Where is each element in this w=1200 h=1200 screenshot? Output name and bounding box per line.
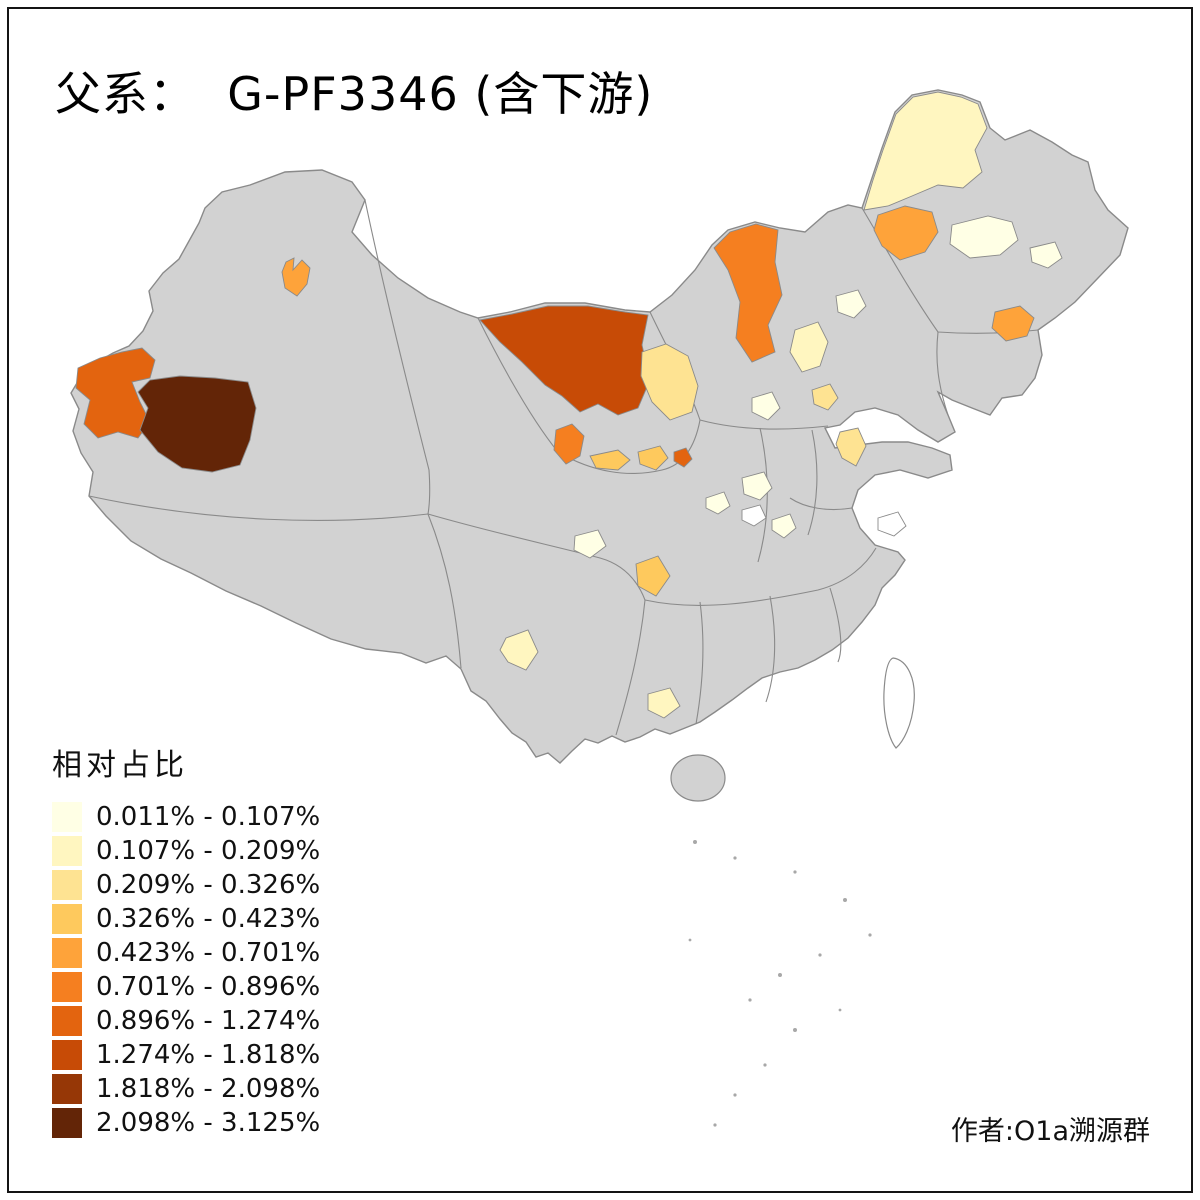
legend-swatch [52,870,82,900]
author-credit: 作者:O1a溯源群 [950,1116,1150,1147]
legend-item: 1.818% - 2.098% [52,1072,320,1106]
region-west-inner-mongolia-dark [479,305,651,416]
legend-item: 0.701% - 0.896% [52,970,320,1004]
region-gansu-corridor [640,343,699,421]
legend-label: 0.326% - 0.423% [96,904,321,934]
region-ne-cream-2 [1029,241,1063,269]
legend-label: 1.274% - 1.818% [96,1040,321,1070]
region-east-inner-mongolia [873,205,939,261]
region-nodata-white-2 [877,511,907,537]
legend-item: 0.107% - 0.209% [52,834,320,868]
legend-item: 2.098% - 3.125% [52,1106,320,1140]
region-xining-orange [553,423,585,465]
region-hubei-cream [771,513,797,539]
legend-item: 1.274% - 1.818% [52,1038,320,1072]
legend-label: 0.423% - 0.701% [96,938,321,968]
region-gansu-strip-2 [637,445,669,471]
legend-item: 0.011% - 0.107% [52,800,320,834]
page-title: 父系： G-PF3346 (含下游) [55,67,654,121]
taiwan-island [883,657,915,749]
legend-label: 0.011% - 0.107% [96,802,321,832]
region-central-inner-mongolia-band [713,223,783,363]
legend-title: 相对占比 [52,748,188,783]
region-shaanxi-cream [751,391,781,421]
region-gansu-strip-1 [589,449,631,471]
region-henan-cream-2 [705,491,731,515]
region-chongqing [635,555,671,597]
legend-label: 0.701% - 0.896% [96,972,321,1002]
china-mainland-outline [70,89,1129,764]
legend-swatch [52,802,82,832]
legend-label: 0.209% - 0.326% [96,870,321,900]
legend-swatch [52,938,82,968]
region-nodata-white-1 [741,504,767,527]
shaded-regions [75,91,1063,719]
region-yunnan-1 [499,629,539,671]
region-hotan-darkest [137,375,257,473]
region-far-northeast-pale [863,91,988,211]
legend-swatch [52,1040,82,1070]
hainan-island [670,754,726,802]
region-hebei-cream [835,289,867,319]
legend-item: 0.326% - 0.423% [52,902,320,936]
legend-swatch [52,1108,82,1138]
region-yunnan-2 [647,687,681,719]
legend-item: 0.209% - 0.326% [52,868,320,902]
region-ne-cream-1 [949,215,1019,259]
legend-label: 0.896% - 1.274% [96,1006,321,1036]
region-henan-cream-1 [741,471,773,501]
legend-item: 0.423% - 0.701% [52,936,320,970]
region-hebei-coast [835,427,867,467]
region-sichuan-cream [573,529,607,559]
legend-swatch [52,904,82,934]
south-china-sea-islets [688,840,872,1127]
legend-swatch [52,1006,82,1036]
region-kashgar-orange [75,347,156,439]
legend-label: 2.098% - 3.125% [96,1108,321,1138]
region-tiny-red-orange [673,447,693,468]
legend-swatch [52,1074,82,1104]
legend-label: 1.818% - 2.098% [96,1074,321,1104]
region-shanxi-pale [789,321,829,373]
legend-item: 0.896% - 1.274% [52,1004,320,1038]
region-xinjiang-small-orange [281,257,311,297]
legend-label: 0.107% - 0.209% [96,836,321,866]
legend: 相对占比 0.011% - 0.107% 0.107% - 0.209% 0.2… [52,740,320,1140]
region-beijing-light [811,383,839,411]
legend-swatch [52,972,82,1002]
region-jilin-orange [991,305,1035,342]
province-borders [88,199,1039,736]
legend-swatch [52,836,82,866]
